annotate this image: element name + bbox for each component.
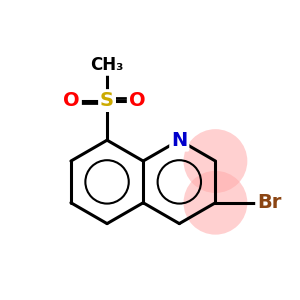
Text: CH₃: CH₃ (90, 56, 124, 74)
Text: Br: Br (257, 193, 281, 212)
Text: O: O (63, 91, 80, 110)
Text: S: S (100, 91, 114, 110)
Circle shape (184, 171, 247, 235)
Circle shape (184, 129, 247, 193)
Text: O: O (129, 91, 146, 110)
Text: N: N (171, 131, 188, 150)
